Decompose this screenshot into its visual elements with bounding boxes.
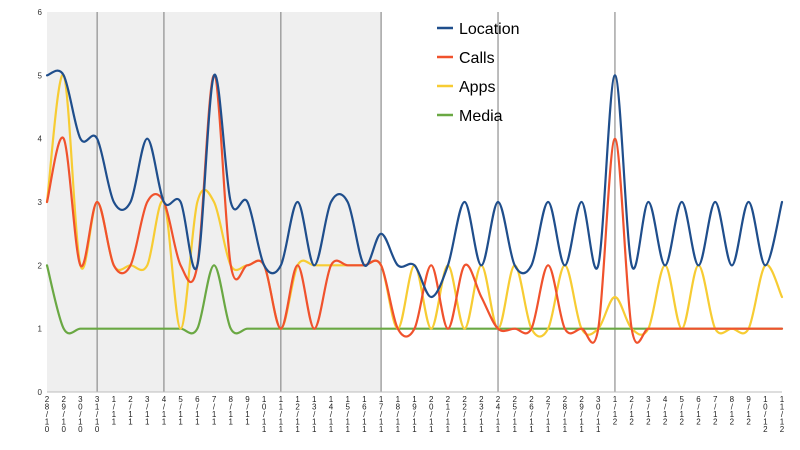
x-tick-label: 1 7/1 1 [379, 395, 384, 434]
x-tick-label: 1 8/1 1 [396, 395, 401, 434]
y-tick-label: 4 [38, 135, 43, 144]
x-tick-label: 3 1/1 0 [95, 395, 100, 434]
y-tick-label: 0 [38, 388, 43, 397]
legend-label-location: Location [459, 21, 520, 38]
x-tick-label: 5/1 1 [178, 395, 183, 427]
x-tick-label: 8/1 2 [730, 395, 735, 427]
legend: Location Calls Apps Media [437, 21, 520, 125]
y-tick-label: 5 [38, 71, 43, 80]
x-tick-label: 9/1 2 [746, 395, 751, 427]
x-tick-label: 2 0/1 1 [429, 395, 434, 434]
y-tick-label: 1 [38, 325, 43, 334]
legend-label-apps: Apps [459, 79, 495, 96]
y-axis: 0 1 2 3 4 5 6 [38, 8, 43, 397]
x-tick-label: 1/1 2 [613, 395, 618, 427]
x-tick-label: 2 5/1 1 [513, 395, 518, 434]
series-line-location [45, 69, 784, 299]
x-tick-label: 1 3/1 1 [312, 395, 317, 434]
series-line-calls [45, 74, 784, 344]
x-tick-label: 2 9/1 0 [61, 395, 66, 434]
x-tick-label: 4/1 2 [663, 395, 668, 427]
x-tick-label: 2 4/1 1 [496, 395, 501, 434]
x-tick-label: 2 8/1 1 [563, 395, 568, 434]
x-tick-label: 2 2/1 1 [462, 395, 467, 434]
x-tick-label: 7/1 1 [212, 395, 217, 427]
x-tick-label: 1 0/1 1 [262, 395, 267, 434]
x-tick-label: 1 6/1 1 [362, 395, 367, 434]
x-tick-label: 6/1 1 [195, 395, 200, 427]
legend-label-media: Media [459, 108, 503, 125]
x-tick-label: 1/1 1 [112, 395, 117, 427]
x-tick-label: 5/1 2 [680, 395, 685, 427]
y-tick-label: 2 [38, 261, 43, 270]
x-tick-label: 2/1 2 [629, 395, 634, 427]
x-tick-label: 7/1 2 [713, 395, 718, 427]
x-tick-label: 1 0/1 2 [763, 395, 768, 434]
series-lines [45, 69, 784, 344]
y-tick-label: 6 [38, 8, 43, 17]
x-tick-label: 3 0/1 1 [596, 395, 601, 434]
x-tick-label: 1 9/1 1 [412, 395, 417, 434]
legend-label-calls: Calls [459, 50, 495, 67]
x-tick-label: 8/1 1 [229, 395, 234, 427]
x-tick-label: 2/1 1 [128, 395, 133, 427]
x-tick-label: 3/1 2 [646, 395, 651, 427]
x-tick-label: 3/1 1 [145, 395, 150, 427]
x-tick-label: 2 8/1 0 [45, 395, 50, 434]
x-tick-label: 9/1 1 [245, 395, 250, 427]
x-tick-label: 2 1/1 1 [446, 395, 451, 434]
x-tick-label: 3 0/1 0 [78, 395, 83, 434]
x-tick-label: 1 1/1 1 [279, 395, 284, 434]
x-tick-label: 2 7/1 1 [546, 395, 551, 434]
y-tick-label: 3 [38, 198, 43, 207]
x-tick-label: 2 9/1 1 [579, 395, 584, 434]
x-axis: 2 8/1 0 2 9/1 0 3 0/1 0 3 1/1 0 1/1 1 2/1 1 3/1 1 4/1 1 5/1 1… [45, 395, 785, 434]
x-tick-label: 2 3/1 1 [479, 395, 484, 434]
x-tick-label: 1 1/1 2 [780, 395, 785, 434]
x-tick-label: 4/1 1 [162, 395, 167, 427]
series-line-apps [45, 73, 784, 338]
x-tick-label: 1 4/1 1 [329, 395, 334, 434]
x-tick-label: 2 6/1 1 [529, 395, 534, 434]
x-tick-label: 1 2/1 1 [295, 395, 300, 434]
x-tick-label: 6/1 2 [696, 395, 701, 427]
x-tick-label: 1 5/1 1 [345, 395, 350, 434]
